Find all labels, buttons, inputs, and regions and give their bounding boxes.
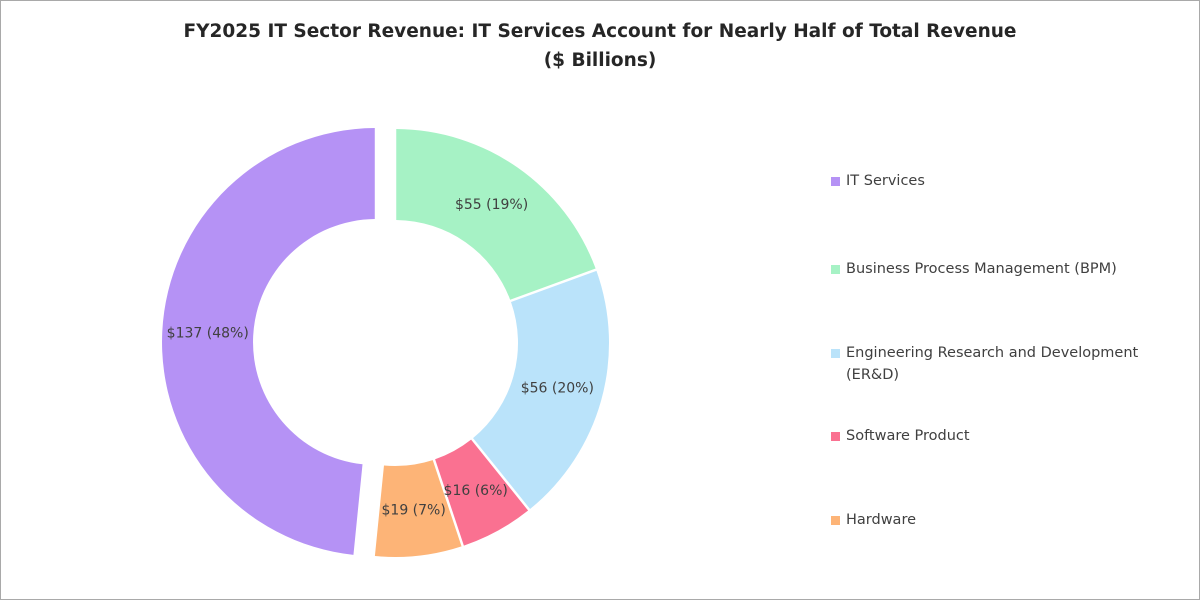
- legend-swatch-it-services: [831, 177, 840, 186]
- donut-data-labels: $55 (19%) $56 (20%) $16 (6%) $19 (7%) $137 (…: [167, 197, 594, 519]
- legend-swatch-hardware: [831, 516, 840, 525]
- chart-title-block: FY2025 IT Sector Revenue: IT Services Ac…: [0, 17, 1200, 75]
- data-label-it-services: $137 (48%): [167, 326, 249, 342]
- chart-subtitle: ($ Billions): [543, 50, 657, 71]
- legend-swatch-software-product: [831, 432, 840, 441]
- legend-item-software-product: Software Product: [831, 425, 1161, 447]
- slice-engineering-research-and-development-erandd: [473, 270, 609, 509]
- legend-label-software-product: Software Product: [846, 428, 970, 444]
- data-label-software-product: $16 (6%): [444, 483, 508, 499]
- slice-hardware: [374, 460, 462, 557]
- legend-item-bpm: Business Process Management (BPM): [831, 258, 1161, 280]
- donut-slices: [162, 128, 609, 557]
- legend-label-erd: Engineering Research and Development (ER…: [846, 345, 1139, 383]
- data-label-business-process-management-bpm: $55 (19%): [455, 197, 528, 213]
- legend-item-erd: Engineering Research and Development (ER…: [831, 342, 1161, 386]
- legend-item-hardware: Hardware: [831, 509, 1161, 531]
- chart-title: FY2025 IT Sector Revenue: IT Services Ac…: [183, 21, 1017, 42]
- slice-it-services: [162, 128, 375, 555]
- legend-swatch-erd: [831, 349, 840, 358]
- data-label-hardware: $19 (7%): [382, 502, 446, 518]
- slice-business-process-management-bpm: [396, 129, 596, 300]
- legend-item-it-services: IT Services: [831, 170, 1161, 192]
- legend-label-it-services: IT Services: [846, 173, 925, 189]
- legend-label-bpm: Business Process Management (BPM): [846, 261, 1117, 277]
- data-label-engineering-research-and-development-erandd: $56 (20%): [521, 380, 594, 396]
- slice-software-product: [435, 439, 529, 546]
- legend-swatch-bpm: [831, 265, 840, 274]
- legend-label-hardware: Hardware: [846, 512, 917, 528]
